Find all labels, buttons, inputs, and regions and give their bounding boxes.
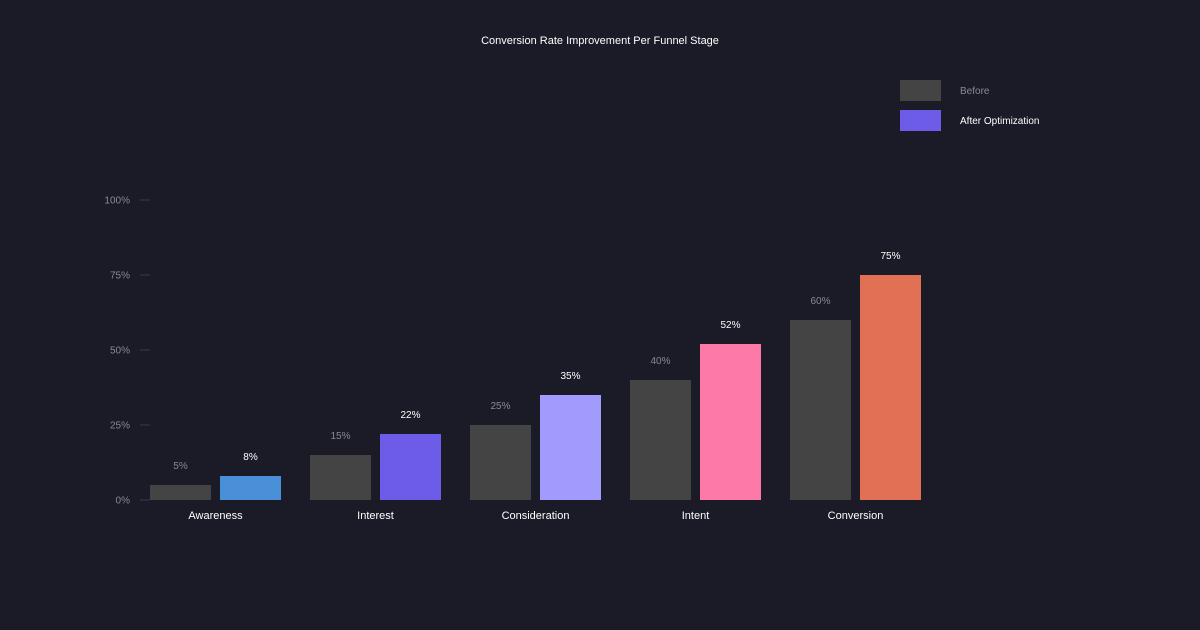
bar-before-intent: [630, 380, 691, 500]
bar-before-conversion: [790, 320, 851, 500]
bar-after-interest: [380, 434, 441, 500]
bar-before-awareness: [150, 485, 211, 500]
legend-label-before: Before: [960, 86, 990, 97]
y-tick-label: 100%: [104, 196, 130, 207]
value-label-before: 40%: [650, 356, 670, 367]
bar-after-consideration: [540, 395, 601, 500]
legend-swatch-after: [900, 110, 941, 131]
value-label-after: 22%: [400, 410, 420, 421]
x-category-label: Awareness: [188, 510, 243, 522]
value-label-before: 25%: [490, 401, 510, 412]
legend-swatch-before: [900, 80, 941, 101]
chart-title: Conversion Rate Improvement Per Funnel S…: [481, 35, 719, 47]
y-tick-label: 75%: [110, 271, 130, 282]
value-label-after: 52%: [720, 320, 740, 331]
value-label-after: 35%: [560, 371, 580, 382]
x-category-label: Intent: [682, 510, 710, 522]
value-label-before: 15%: [330, 431, 350, 442]
legend: Before After Optimization: [900, 80, 1039, 131]
bar-after-awareness: [220, 476, 281, 500]
bar-before-consideration: [470, 425, 531, 500]
value-label-after: 8%: [243, 452, 258, 463]
x-category-label: Consideration: [502, 510, 570, 522]
y-tick-label: 50%: [110, 346, 130, 357]
y-axis: 0% 25% 50% 75% 100%: [104, 196, 150, 507]
value-label-before: 5%: [173, 461, 188, 472]
value-label-after: 75%: [880, 251, 900, 262]
y-tick-label: 0%: [116, 496, 131, 507]
x-category-label: Conversion: [828, 510, 884, 522]
bar-after-intent: [700, 344, 761, 500]
bar-before-interest: [310, 455, 371, 500]
bar-labels: 5% 8% 15% 22% 25% 35% 40% 52% 60% 75%: [173, 251, 900, 472]
y-tick-label: 25%: [110, 421, 130, 432]
bars: [150, 275, 921, 500]
x-category-label: Interest: [357, 510, 394, 522]
x-axis: Awareness Interest Consideration Intent Conv…: [188, 510, 883, 522]
bar-after-conversion: [860, 275, 921, 500]
value-label-before: 60%: [810, 296, 830, 307]
legend-label-after: After Optimization: [960, 116, 1039, 127]
